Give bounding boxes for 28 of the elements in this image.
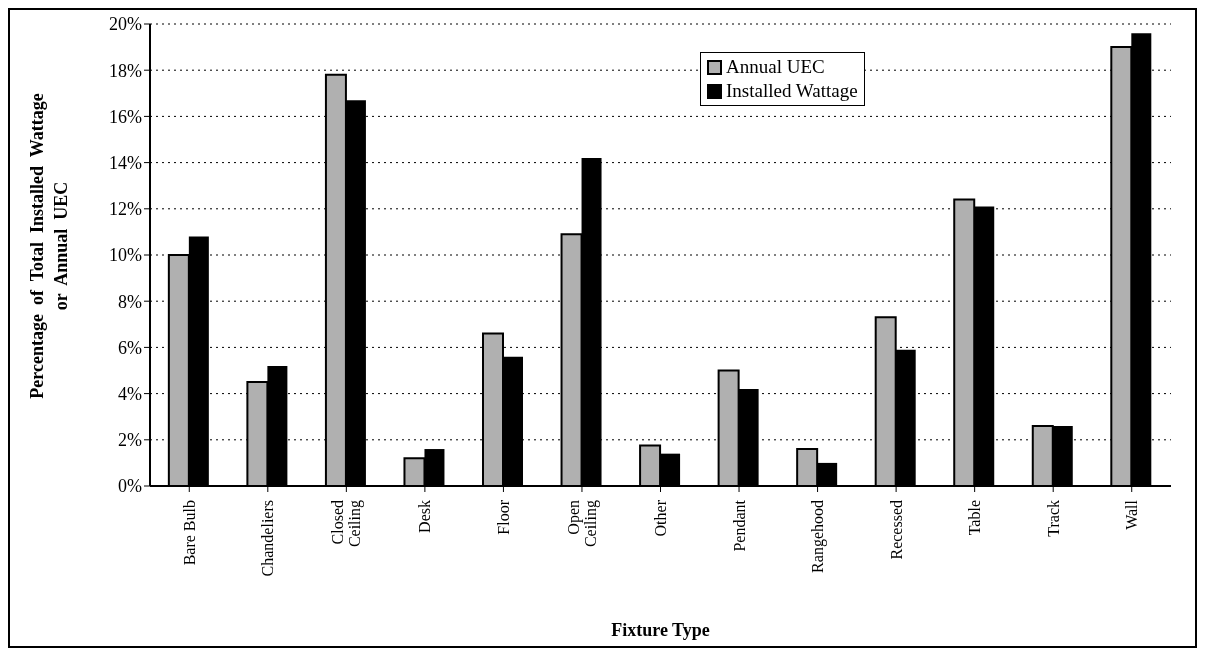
x-tick-label: Track xyxy=(1044,500,1062,537)
y-tick-label: 0% xyxy=(118,476,142,497)
y-tick-label: 18% xyxy=(109,60,142,81)
x-tick-label: Other xyxy=(652,499,670,537)
y-tick-label: 4% xyxy=(118,383,142,404)
x-tick-label: Rangehood xyxy=(809,500,828,573)
x-tick-label: Bare Bulb xyxy=(180,500,198,566)
y-tick-label: 8% xyxy=(118,291,142,312)
x-tick-label: Pendant xyxy=(730,499,748,552)
y-tick-label: 12% xyxy=(109,199,142,220)
legend-label: Annual UEC xyxy=(726,55,825,79)
x-tick-label: Closed Ceiling xyxy=(329,500,365,548)
x-tick-label: Chandeliers xyxy=(259,500,277,577)
x-tick-label: Open Ceiling xyxy=(565,500,601,548)
y-tick-label: 16% xyxy=(109,106,142,127)
y-tick-label: 10% xyxy=(109,245,142,266)
y-tick-label: 14% xyxy=(109,152,142,173)
legend-label: Installed Wattage xyxy=(726,79,858,103)
x-tick-label: Recessed xyxy=(887,500,905,560)
y-axis-title: Percentage of Total Installed Wattage or Annual UEC xyxy=(27,93,71,399)
y-tick-label: 2% xyxy=(118,430,142,451)
x-axis-title: Fixture Type xyxy=(611,620,710,640)
x-tick-label: Table xyxy=(966,500,984,536)
x-tick-label: Wall xyxy=(1123,499,1141,530)
x-tick-label: Desk xyxy=(416,500,434,533)
y-tick-label: 6% xyxy=(118,337,142,358)
y-tick-label: 20% xyxy=(109,14,142,35)
x-tick-label: Floor xyxy=(495,499,513,535)
